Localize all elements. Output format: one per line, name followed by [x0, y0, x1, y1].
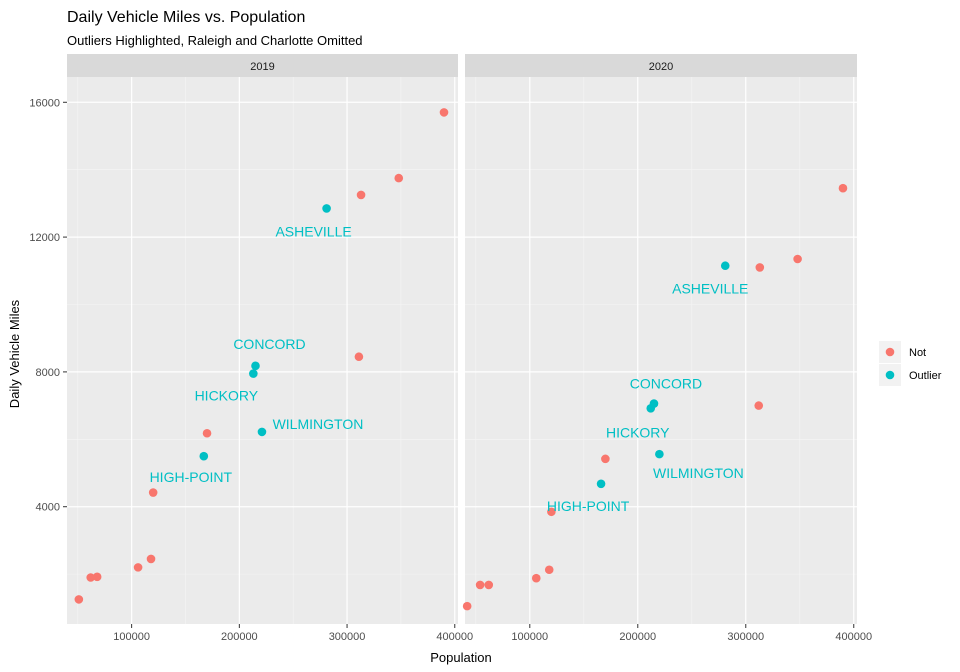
data-point-not [462, 601, 472, 611]
legend-label: Not [909, 347, 926, 359]
chart-subtitle: Outliers Highlighted, Raleigh and Charlo… [67, 33, 363, 48]
panel-background [465, 77, 857, 624]
chart-title: Daily Vehicle Miles vs. Population [67, 9, 305, 26]
x-tick-label: 300000 [727, 631, 764, 643]
x-tick-label: 100000 [113, 631, 150, 643]
data-point-not [394, 173, 404, 183]
data-point-outlier [655, 449, 664, 459]
data-point-outlier [322, 204, 331, 213]
data-point-not [755, 263, 765, 272]
data-point-not [838, 183, 848, 193]
facet-strip [67, 54, 458, 77]
point-label: HICKORY [606, 424, 670, 440]
facet-panel-2020: 2020 100000 200000 300000 400000 HIGH-POINT HI… [462, 54, 872, 643]
data-point-outlier [720, 261, 730, 271]
x-tick-label: 200000 [221, 631, 258, 643]
data-point-not [354, 352, 364, 362]
data-point-outlier [199, 451, 209, 461]
facet-strip-label: 2019 [250, 61, 274, 73]
data-point-not [133, 563, 143, 572]
data-point-not [86, 573, 95, 582]
data-point-outlier [249, 369, 258, 378]
facet-panels: 2019 100000 200000 300000 400000 4000 8000 1200… [29, 54, 872, 643]
data-point-not [531, 573, 541, 583]
data-point-not [439, 108, 449, 117]
data-point-outlier [257, 427, 267, 437]
facet-strip [465, 54, 857, 77]
legend: Not Outlier [879, 341, 942, 386]
data-point-outlier [596, 479, 606, 489]
data-point-not [202, 428, 212, 438]
legend-key-not [885, 347, 895, 357]
data-point-not [544, 565, 554, 575]
facet-panel-2019: 2019 100000 200000 300000 400000 4000 8000 1200… [29, 54, 473, 643]
data-point-outlier [649, 399, 659, 408]
data-point-not [601, 454, 610, 464]
data-point-not [484, 580, 494, 590]
point-label: CONCORD [630, 376, 702, 392]
y-tick-label: 8000 [36, 367, 60, 379]
point-label: HIGH-POINT [547, 498, 630, 514]
x-tick-label: 400000 [835, 631, 872, 643]
point-label: ASHEVILLE [672, 281, 748, 297]
y-tick-label: 4000 [36, 502, 60, 514]
point-label: WILMINGTON [653, 465, 744, 481]
y-axis-title: Daily Vehicle Miles [7, 299, 22, 408]
point-label: WILMINGTON [273, 416, 364, 432]
point-label: ASHEVILLE [275, 223, 351, 239]
facet-strip-label: 2020 [649, 61, 673, 73]
x-tick-label: 200000 [619, 631, 656, 643]
x-tick-label: 300000 [329, 631, 366, 643]
data-point-not [754, 401, 764, 410]
point-label: HIGH-POINT [150, 469, 233, 485]
point-label: CONCORD [233, 336, 305, 352]
data-point-not [74, 595, 84, 604]
data-point-not [356, 190, 366, 200]
x-axis-title: Population [430, 650, 491, 665]
data-point-not [475, 580, 485, 590]
data-point-not [92, 572, 102, 582]
data-point-not [793, 254, 802, 264]
legend-key-outlier [885, 370, 895, 380]
data-point-outlier [251, 361, 260, 371]
y-tick-label: 12000 [29, 232, 60, 244]
legend-label: Outlier [909, 370, 942, 382]
x-tick-label: 400000 [436, 631, 473, 643]
data-point-not [146, 554, 156, 564]
y-tick-label: 16000 [29, 97, 60, 109]
point-label: HICKORY [195, 388, 259, 404]
data-point-not [547, 507, 556, 517]
x-tick-label: 100000 [511, 631, 548, 643]
data-point-not [148, 488, 158, 497]
